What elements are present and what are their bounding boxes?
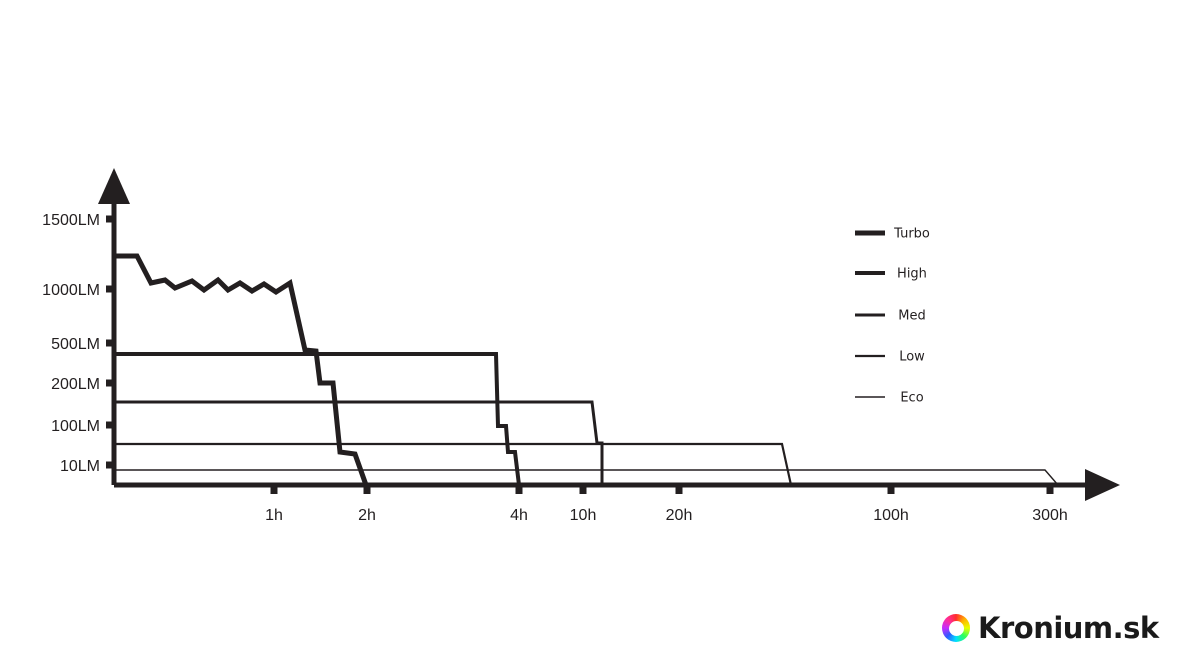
x-tick-label: 1h [265,507,283,524]
y-tick-label: 100LM [51,418,100,435]
y-tick-label: 200LM [51,376,100,393]
brand-text: Kronium.sk [978,611,1159,645]
x-tick-mark [270,485,278,494]
legend-label-high: High [897,267,927,282]
chart-legend: Turbo High Med Low Eco [855,227,930,406]
x-axis-ticks: 1h 2h 4h 10h 20h 100h 300h [265,485,1068,524]
x-tick-label: 10h [570,507,597,524]
y-tick-mark [106,215,115,223]
x-axis-arrow [1085,469,1120,501]
series-line-turbo [114,253,369,486]
x-tick-label: 4h [510,507,528,524]
x-tick-label: 100h [873,507,909,524]
x-tick-mark [363,485,371,494]
y-tick-mark [106,285,115,293]
series-line-high [114,352,521,486]
y-axis-arrow [98,168,130,204]
y-tick-label: 1000LM [42,282,100,299]
y-tick-mark [106,461,115,469]
x-tick-mark [579,485,587,494]
legend-label-med: Med [898,309,925,324]
x-tick-mark [515,485,523,494]
rainbow-ring-icon [942,614,970,642]
y-tick-mark [106,421,115,429]
y-axis-ticks: 1500LM 1000LM 500LM 200LM 100LM 10LM [42,212,115,475]
x-tick-mark [675,485,683,494]
series-line-eco [114,469,1059,486]
series-line-low [114,442,793,486]
legend-label-turbo: Turbo [893,227,930,242]
y-tick-mark [106,379,115,387]
chart-axes [98,168,1120,501]
x-tick-mark [1046,485,1054,494]
brand-logo: Kronium.sk [942,608,1159,648]
x-tick-label: 20h [666,507,693,524]
legend-label-low: Low [899,350,925,365]
x-tick-mark [887,485,895,494]
chart-series [114,253,1059,486]
y-tick-label: 1500LM [42,212,100,229]
x-tick-label: 2h [358,507,376,524]
legend-label-eco: Eco [900,391,923,406]
y-tick-mark [106,339,115,347]
x-tick-label: 300h [1032,507,1068,524]
y-tick-label: 10LM [60,458,100,475]
y-tick-label: 500LM [51,336,100,353]
